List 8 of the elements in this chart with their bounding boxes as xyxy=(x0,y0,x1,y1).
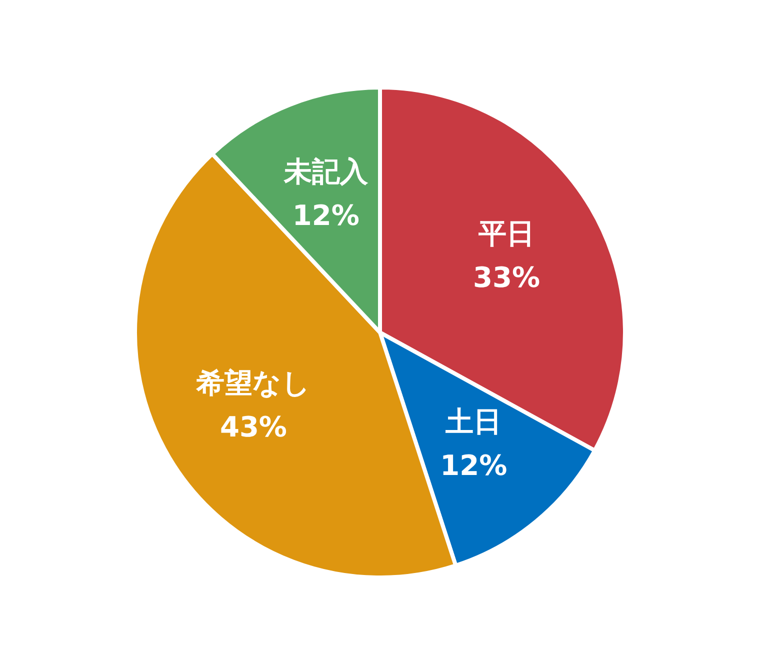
data-label: 33% xyxy=(473,260,540,294)
data-label: 12% xyxy=(440,449,508,482)
slice-label: 希望なし xyxy=(195,366,310,400)
slice-label: 平日 xyxy=(478,216,535,250)
slice-label: 未記入 xyxy=(282,155,369,188)
slice-label: 土日 xyxy=(444,405,502,438)
data-label: 43% xyxy=(220,410,287,444)
data-label: 12% xyxy=(292,199,360,232)
